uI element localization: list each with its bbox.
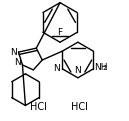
Text: NH: NH	[95, 63, 108, 72]
Text: HCl: HCl	[71, 102, 88, 112]
Text: N: N	[10, 48, 17, 57]
Text: HCl: HCl	[30, 102, 47, 112]
Text: N: N	[53, 64, 60, 73]
Text: F: F	[58, 28, 63, 37]
Text: N: N	[74, 66, 81, 75]
Text: 2: 2	[103, 65, 107, 71]
Text: N: N	[14, 58, 21, 67]
